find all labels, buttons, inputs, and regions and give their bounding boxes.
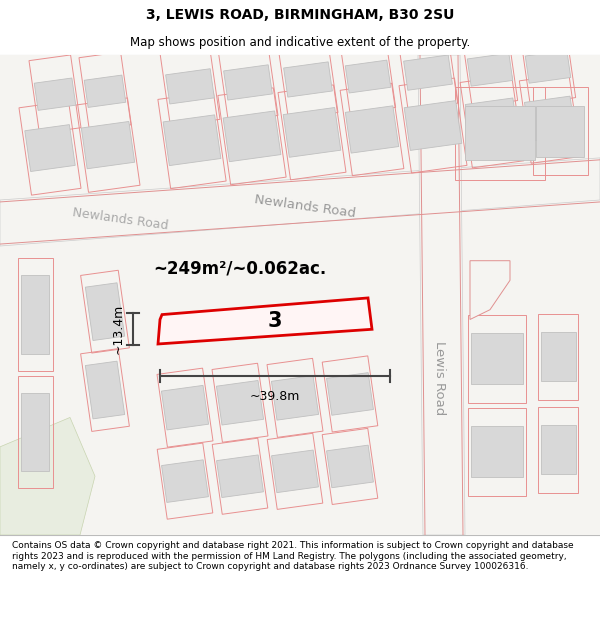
Polygon shape xyxy=(0,158,600,246)
Polygon shape xyxy=(223,111,281,162)
Polygon shape xyxy=(82,121,134,169)
Polygon shape xyxy=(326,372,373,415)
Polygon shape xyxy=(345,60,391,93)
Polygon shape xyxy=(217,381,263,425)
Polygon shape xyxy=(418,55,465,535)
Text: Map shows position and indicative extent of the property.: Map shows position and indicative extent… xyxy=(130,36,470,49)
Polygon shape xyxy=(224,65,272,100)
Polygon shape xyxy=(404,55,452,90)
Text: Contains OS data © Crown copyright and database right 2021. This information is : Contains OS data © Crown copyright and d… xyxy=(12,541,574,571)
Polygon shape xyxy=(471,333,523,384)
Text: Newlands Road: Newlands Road xyxy=(72,206,169,232)
Polygon shape xyxy=(85,361,125,419)
Text: ~249m²/~0.062ac.: ~249m²/~0.062ac. xyxy=(154,259,326,278)
Polygon shape xyxy=(283,107,341,158)
Polygon shape xyxy=(25,124,75,171)
Polygon shape xyxy=(166,69,214,104)
Polygon shape xyxy=(471,426,523,478)
Polygon shape xyxy=(271,376,319,420)
Polygon shape xyxy=(21,393,49,471)
Polygon shape xyxy=(21,276,49,354)
Polygon shape xyxy=(85,282,125,341)
Polygon shape xyxy=(0,418,95,535)
Text: 3: 3 xyxy=(268,311,282,331)
Polygon shape xyxy=(326,445,373,488)
Polygon shape xyxy=(161,386,209,430)
Text: Lewis Road: Lewis Road xyxy=(433,341,446,416)
Polygon shape xyxy=(284,62,332,97)
Polygon shape xyxy=(161,460,208,503)
Polygon shape xyxy=(465,106,535,160)
Polygon shape xyxy=(541,332,575,381)
Polygon shape xyxy=(272,450,319,493)
Polygon shape xyxy=(470,261,510,319)
Polygon shape xyxy=(467,53,513,86)
Polygon shape xyxy=(217,455,263,498)
Polygon shape xyxy=(524,96,575,141)
Text: 3, LEWIS ROAD, BIRMINGHAM, B30 2SU: 3, LEWIS ROAD, BIRMINGHAM, B30 2SU xyxy=(146,8,454,22)
Polygon shape xyxy=(163,115,221,166)
Polygon shape xyxy=(158,298,372,344)
Text: Newlands Road: Newlands Road xyxy=(254,193,356,221)
Polygon shape xyxy=(536,106,584,157)
Polygon shape xyxy=(404,101,462,151)
Polygon shape xyxy=(84,75,126,108)
Polygon shape xyxy=(466,98,518,145)
Polygon shape xyxy=(525,50,571,83)
Polygon shape xyxy=(541,425,575,474)
Text: ~13.4m: ~13.4m xyxy=(112,304,125,354)
Text: ~39.8m: ~39.8m xyxy=(250,390,300,403)
Polygon shape xyxy=(0,55,600,535)
Polygon shape xyxy=(34,78,76,111)
Polygon shape xyxy=(346,106,398,153)
